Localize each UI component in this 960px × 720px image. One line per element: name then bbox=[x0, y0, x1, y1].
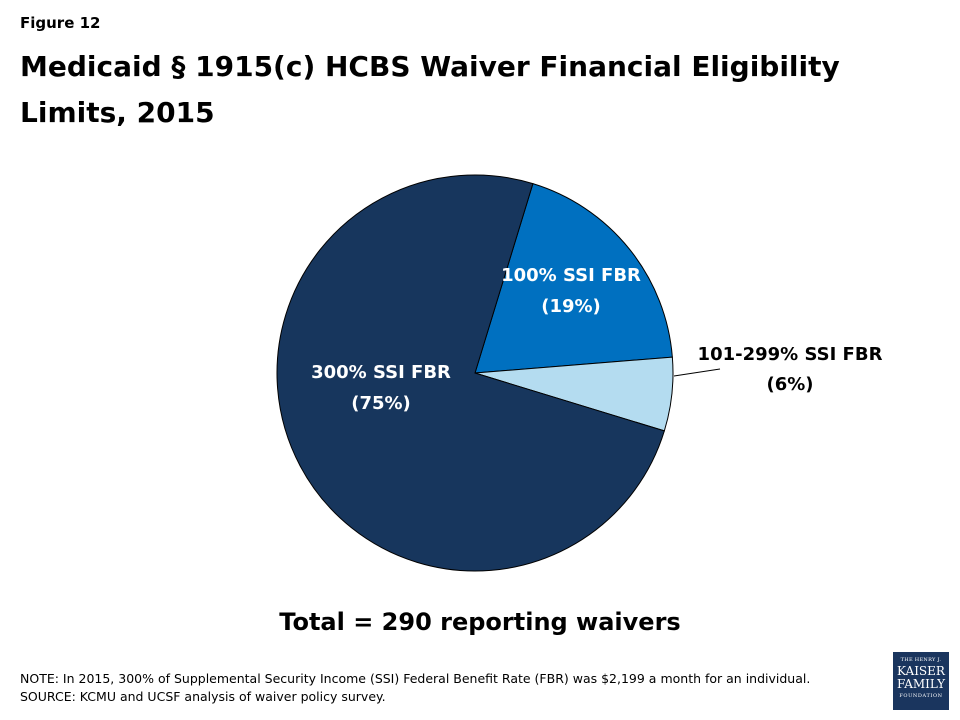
footnotes: NOTE: In 2015, 300% of Supplemental Secu… bbox=[20, 670, 880, 706]
slice-name-label-2: 101-299% SSI FBR bbox=[698, 344, 883, 365]
slice-value-label-3: (75%) bbox=[351, 393, 411, 414]
source-text: SOURCE: KCMU and UCSF analysis of waiver… bbox=[20, 689, 386, 704]
total-label: Total = 290 reporting waivers bbox=[279, 608, 681, 636]
slice-name-label-3: 300% SSI FBR bbox=[311, 362, 451, 383]
pie-slice-1 bbox=[474, 183, 673, 374]
logo-line-1: THE HENRY J. bbox=[900, 657, 942, 663]
logo-line-2: KAISER bbox=[897, 664, 945, 678]
chart-title: Medicaid § 1915(c) HCBS Waiver Financial… bbox=[20, 50, 840, 129]
leader-line bbox=[673, 368, 721, 377]
note-text: NOTE: In 2015, 300% of Supplemental Secu… bbox=[20, 671, 811, 686]
kff-logo: THE HENRY J. KAISER FAMILY FOUNDATION bbox=[893, 652, 949, 710]
logo-line-3: FAMILY bbox=[896, 677, 946, 691]
figure-label: Figure 12 bbox=[20, 14, 101, 32]
slice-value-label-1: (19%) bbox=[541, 296, 601, 317]
slice-value-label-2: (6%) bbox=[766, 374, 813, 395]
logo-line-4: FOUNDATION bbox=[899, 693, 943, 699]
pie-slice-3 bbox=[276, 174, 665, 572]
slice-name-label-1: 100% SSI FBR bbox=[501, 265, 641, 286]
